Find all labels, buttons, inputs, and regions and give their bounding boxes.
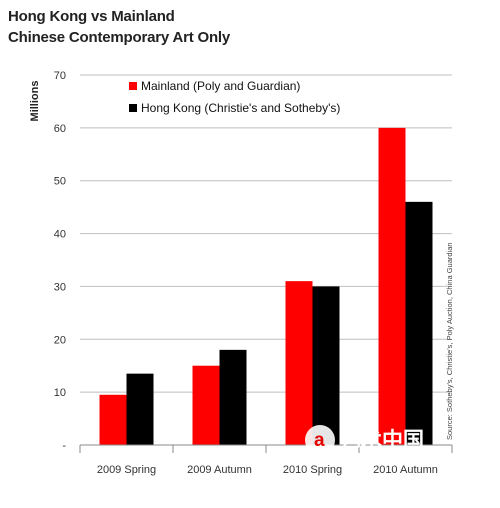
x-tick-label: 2010 Spring (283, 464, 342, 476)
x-tick-label: 2010 Autumn (373, 464, 438, 476)
bar-mainland (192, 365, 220, 445)
bar-mainland (378, 127, 406, 445)
y-tick-label: 70 (54, 70, 66, 82)
y-tick-label: 40 (54, 229, 66, 241)
y-tick-label: - (62, 440, 66, 452)
y-tick-label: 10 (54, 387, 66, 399)
legend-swatch-mainland (129, 82, 137, 90)
y-tick-label: 30 (54, 281, 66, 293)
bar-mainland (99, 394, 127, 445)
source-note: Source: Sotheby's, Christie's, Poly Auct… (445, 242, 454, 440)
bar-hong-kong (126, 373, 154, 445)
legend-label-mainland: Mainland (Poly and Guardian) (141, 79, 300, 93)
bar-hong-kong (219, 349, 247, 445)
chart-title: Hong Kong vs Mainland (8, 8, 175, 25)
watermark: a 艺术中国 ART.CHINA.CN (305, 425, 432, 469)
x-axis-ticks: 2009 Spring 2009 Autumn 2010 Spring 2010 Au… (97, 464, 438, 476)
x-tick-label: 2009 Autumn (187, 464, 252, 476)
watermark-logo-icon (305, 425, 335, 455)
y-tick-label: 20 (54, 334, 66, 346)
x-tick-label: 2009 Spring (97, 464, 156, 476)
bar-mainland (285, 281, 313, 445)
y-axis-label: Millions (29, 81, 41, 122)
bars (99, 127, 433, 445)
bar-hong-kong (312, 286, 340, 445)
watermark-logo-letter: a (314, 430, 325, 451)
chart-subtitle: Chinese Contemporary Art Only (8, 29, 231, 46)
y-axis-ticks: 70 60 50 40 30 20 10 - (54, 70, 67, 452)
watermark-chinese: 艺术中国 (340, 428, 424, 452)
y-tick-label: 60 (54, 123, 66, 135)
legend-swatch-hong-kong (129, 104, 137, 112)
watermark-url: ART.CHINA.CN (340, 454, 432, 469)
legend-label-hong-kong: Hong Kong (Christie's and Sotheby's) (141, 101, 340, 115)
y-tick-label: 50 (54, 176, 66, 188)
legend: Mainland (Poly and Guardian) Hong Kong (… (129, 79, 340, 115)
bar-hong-kong (405, 201, 433, 445)
x-axis (79, 444, 453, 453)
